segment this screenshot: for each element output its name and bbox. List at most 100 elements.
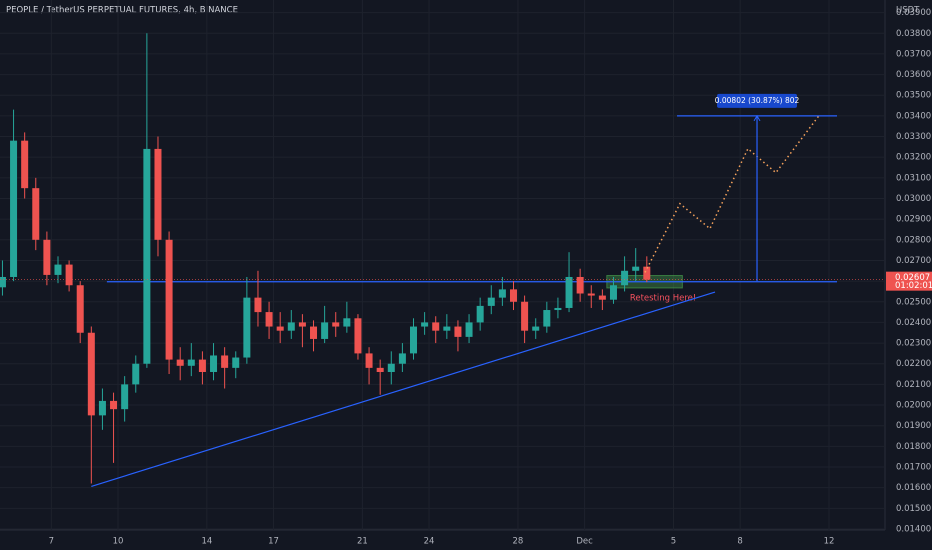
candles (0, 33, 651, 484)
candle-body (10, 140, 18, 277)
candle-body (165, 239, 173, 360)
y-tick-label: 0.02100 (896, 380, 931, 390)
candle-body (332, 322, 340, 327)
y-tick-label: 0.03600 (896, 70, 931, 80)
candle-body (221, 355, 229, 368)
y-tick-label: 0.03400 (896, 111, 931, 121)
y-tick-label: 0.02900 (896, 215, 931, 225)
chart-title: PEOPLE / TetherUS PERPETUAL FUTURES, 4h,… (6, 6, 238, 16)
candle-body (321, 322, 329, 339)
candle-body (210, 355, 218, 372)
y-tick-label: 0.01600 (896, 483, 931, 493)
candle-body (21, 140, 29, 189)
annotation: Retesting Here! (630, 293, 697, 303)
measure-label: 0.00802 (30.87%) 802 (715, 96, 800, 105)
y-tick-label: 0.02700 (896, 256, 931, 266)
candle-body (76, 285, 84, 333)
candle-body (421, 322, 429, 327)
candle-body (398, 353, 406, 364)
candle-body (187, 359, 195, 366)
candle-body (276, 326, 284, 331)
measure-label-box (717, 93, 798, 108)
y-tick-label: 0.03500 (896, 91, 931, 101)
candle-body (443, 326, 451, 331)
y-tick-label: 0.02300 (896, 339, 931, 349)
candle-body (498, 289, 506, 298)
candle-body (621, 270, 629, 286)
last-price-box (886, 271, 932, 291)
x-tick-label: 21 (357, 537, 368, 547)
candle-body (609, 285, 617, 300)
y-tick-label: 0.01800 (896, 442, 931, 452)
candle-body (143, 148, 151, 364)
y-tick-label: 0.03300 (896, 132, 931, 142)
trendline (91, 291, 716, 487)
candle-body (465, 322, 473, 337)
x-tick-label: 28 (513, 537, 524, 547)
candle-body (121, 384, 129, 410)
candle-body (287, 322, 295, 331)
candle-body (476, 305, 484, 323)
candle-body (65, 264, 73, 286)
x-tick-label: 7 (49, 537, 54, 547)
y-tick-label: 0.02500 (896, 297, 931, 307)
candle-body (509, 289, 517, 302)
last-price-label: 0.02607 (895, 273, 930, 283)
candle-body (387, 363, 395, 372)
candle-body (98, 400, 106, 416)
candle-body (254, 297, 262, 313)
x-tick-label: 14 (201, 537, 212, 547)
y-tick-label: 0.01700 (896, 463, 931, 473)
candle-body (632, 266, 640, 271)
candle-body (643, 266, 651, 280)
x-tick-label: 10 (113, 537, 124, 547)
candle-body (54, 264, 62, 275)
candle-body (110, 400, 118, 410)
candle-body (265, 312, 273, 327)
candle-body (0, 276, 6, 288)
y-tick-label: 0.03800 (896, 29, 931, 39)
x-tick-label: 5 (671, 537, 676, 547)
candle-body (154, 148, 162, 240)
candle-body (598, 295, 606, 300)
candle-body (310, 326, 318, 339)
x-tick-label: Dec (576, 537, 593, 547)
y-tick-label: 0.02200 (896, 359, 931, 369)
candle-body (454, 326, 462, 337)
candle-body (543, 310, 551, 327)
candle-body (198, 359, 206, 372)
candle-body (132, 363, 140, 385)
candle-body (521, 301, 529, 331)
candle-body (243, 297, 251, 358)
candle-body (532, 326, 540, 331)
candle-body (32, 188, 40, 240)
candle-body (87, 332, 95, 416)
candle-body (410, 326, 418, 354)
candle-body (587, 293, 595, 296)
candle-body (43, 239, 51, 275)
y-tick-label: 0.03200 (896, 153, 931, 163)
x-tick-label: 17 (268, 537, 279, 547)
y-tick-label: 0.01400 (896, 524, 931, 534)
candle-body (232, 357, 240, 368)
candle-body (176, 359, 184, 366)
candle-body (365, 353, 373, 368)
candle-body (432, 322, 440, 331)
y-tick-label: 0.01500 (896, 504, 931, 514)
y-tick-label: 0.03000 (896, 194, 931, 204)
candle-body (576, 276, 584, 294)
x-tick-label: 24 (424, 537, 435, 547)
y-tick-label: 0.02400 (896, 318, 931, 328)
y-tick-label: 0.03700 (896, 49, 931, 59)
y-tick-label: 0.02800 (896, 235, 931, 245)
y-tick-label: 0.01900 (896, 421, 931, 431)
candle-body (354, 318, 362, 354)
y-tick-label: 0.02000 (896, 401, 931, 411)
candle-body (376, 367, 384, 372)
countdown: 01:02:01 (895, 281, 932, 291)
projection-path (644, 113, 821, 273)
y-axis-label: USDT (896, 6, 920, 16)
x-tick-label: 12 (824, 537, 835, 547)
